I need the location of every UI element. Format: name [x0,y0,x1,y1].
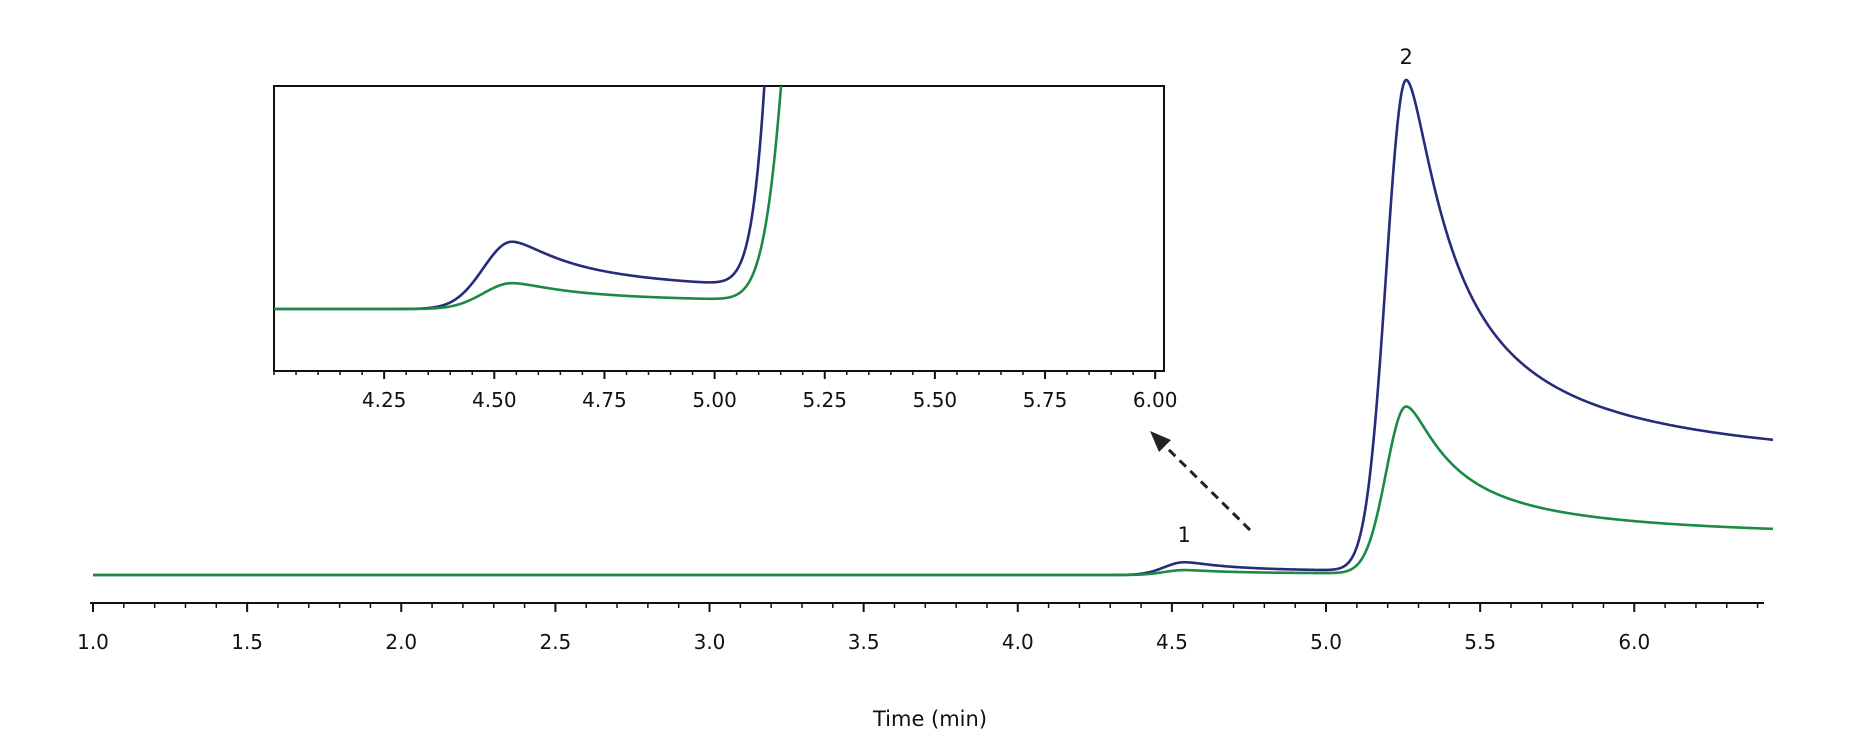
tick-label: 5.5 [1464,630,1496,654]
tick-label: 5.75 [1023,388,1068,412]
zoom-arrow [1150,431,1252,532]
zoom-arrow-line [1161,442,1252,532]
tick-label: 2.5 [539,630,571,654]
tick-label: 4.75 [582,388,627,412]
tick-label: 6.00 [1133,388,1178,412]
tick-label: 1.5 [231,630,263,654]
tick-label: 3.0 [694,630,726,654]
tick-label: 3.5 [848,630,880,654]
tick-label: 2.0 [385,630,417,654]
main-chart: 1.0 1.5 2.0 2.5 3.0 3.5 4.0 4.5 5.0 5.5 6.0 12 Tim… [77,45,1774,731]
tick-label: 5.25 [802,388,847,412]
peak-label-2: 2 [1399,45,1412,69]
inset-chart: 4.25 4.50 4.75 5.00 5.25 5.50 5.75 6.00 [273,85,1178,412]
inset-x-ticks: 4.25 4.50 4.75 5.00 5.25 5.50 5.75 6.00 [273,371,1178,412]
tick-label: 4.5 [1156,630,1188,654]
tick-label: 1.0 [77,630,109,654]
peak-label-1: 1 [1178,523,1191,547]
tick-label: 4.50 [472,388,517,412]
tick-label: 5.0 [1310,630,1342,654]
tick-label: 6.0 [1618,630,1650,654]
tick-label: 4.25 [362,388,407,412]
main-peak-labels: 12 [1178,45,1413,547]
inset-frame [273,85,1165,372]
zoom-arrow-head [1150,431,1171,452]
tick-label: 4.0 [1002,630,1034,654]
inset-series [274,86,783,311]
series-line-2 [274,86,783,311]
main-series [93,78,1774,577]
series-line-2 [93,405,1774,577]
tick-label: 5.50 [913,388,958,412]
tick-label: 5.00 [692,388,737,412]
main-x-ticks: 1.0 1.5 2.0 2.5 3.0 3.5 4.0 4.5 5.0 5.5 6.0 [77,603,1759,654]
x-axis-title: Time (min) [872,707,987,731]
